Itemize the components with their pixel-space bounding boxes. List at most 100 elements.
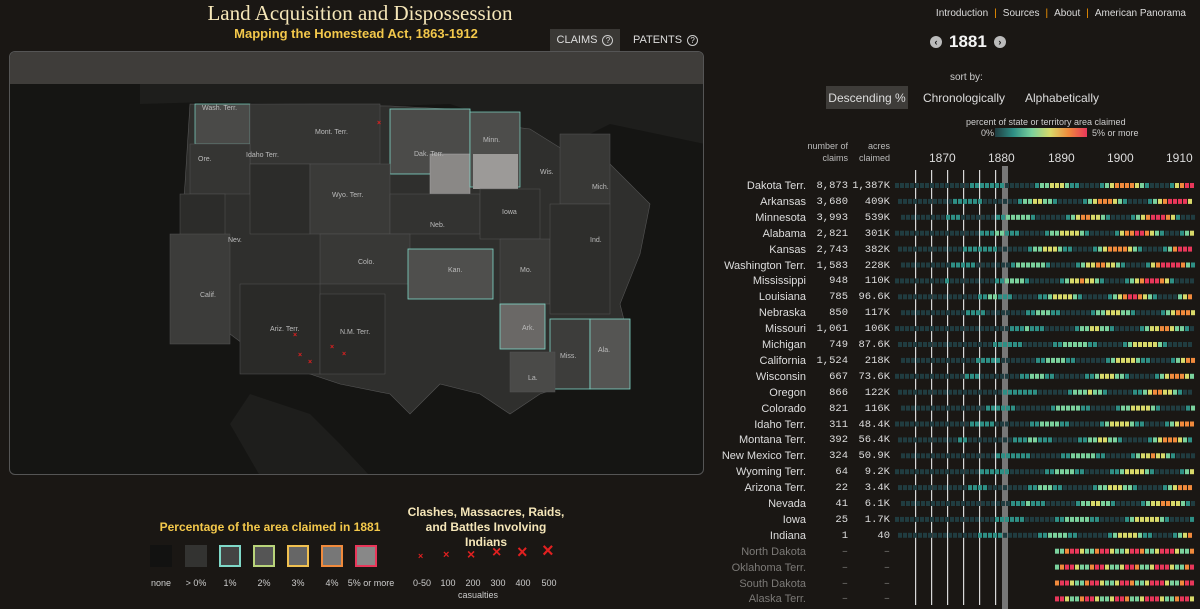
row-state-name[interactable]: Missouri bbox=[765, 323, 806, 336]
sort-alphabetical-button[interactable]: Alphabetically bbox=[1024, 90, 1100, 105]
heat-cell bbox=[1078, 198, 1082, 204]
heat-cell bbox=[1030, 230, 1034, 236]
legend-label: 2% bbox=[257, 578, 271, 588]
heat-cell bbox=[1010, 230, 1014, 236]
heat-cell bbox=[1168, 198, 1172, 204]
row-state-name[interactable]: Oklahoma Terr. bbox=[731, 561, 806, 574]
heat-cell bbox=[1175, 564, 1179, 570]
heat-cell bbox=[1000, 230, 1004, 236]
heat-cell bbox=[1191, 262, 1195, 268]
heat-cell bbox=[1143, 485, 1147, 491]
row-state-name[interactable]: Dakota Terr. bbox=[746, 180, 806, 192]
sort-chronological-button[interactable]: Chronologically bbox=[922, 90, 1006, 105]
heat-cell bbox=[975, 183, 979, 188]
row-state-name[interactable]: Mississippi bbox=[752, 275, 806, 288]
tab-claims[interactable]: CLAIMS ? bbox=[550, 29, 620, 51]
row-state-name[interactable]: Alaska Terr. bbox=[748, 593, 806, 606]
row-state-name[interactable]: Idaho Terr. bbox=[754, 418, 806, 431]
nav-sources[interactable]: Sources bbox=[1002, 8, 1040, 19]
heat-cell bbox=[1108, 485, 1112, 491]
heat-cell bbox=[1145, 183, 1149, 188]
heat-cell bbox=[951, 214, 955, 220]
nav-introduction[interactable]: Introduction bbox=[935, 8, 989, 19]
sort-descending-button[interactable]: Descending % bbox=[826, 86, 908, 109]
heat-cell bbox=[1145, 564, 1149, 570]
map-label: Ind. bbox=[590, 237, 602, 244]
heat-cell bbox=[963, 389, 967, 395]
tab-patents[interactable]: PATENTS ? bbox=[628, 29, 703, 51]
row-state-name[interactable]: South Dakota bbox=[739, 577, 806, 590]
heat-cell bbox=[1161, 405, 1165, 411]
row-state-name[interactable]: Oregon bbox=[769, 386, 806, 399]
chevron-left-icon[interactable]: ‹ bbox=[930, 36, 942, 48]
heat-cell bbox=[1060, 373, 1064, 379]
heat-cell bbox=[1081, 262, 1085, 268]
heat-cell bbox=[1148, 342, 1152, 347]
row-state-name[interactable]: Michigan bbox=[761, 339, 806, 351]
heat-cell bbox=[1150, 421, 1154, 427]
row-state-name[interactable]: Kansas bbox=[769, 243, 806, 256]
heat-cell bbox=[1188, 485, 1192, 491]
row-state-name[interactable]: Louisiana bbox=[758, 291, 806, 304]
heat-cell bbox=[1096, 453, 1100, 459]
map-label: Mont. Terr. bbox=[315, 129, 348, 136]
clash-label: 0-50 bbox=[412, 578, 431, 588]
chevron-right-icon[interactable]: › bbox=[993, 36, 1006, 48]
heat-cell bbox=[895, 469, 899, 475]
timeline-chart[interactable] bbox=[895, 166, 1195, 609]
heat-cell bbox=[1180, 516, 1184, 522]
row-claims: 1,524 bbox=[816, 354, 848, 367]
heat-cell bbox=[898, 342, 902, 347]
heat-cell bbox=[1058, 342, 1062, 347]
row-state-name[interactable]: Montana Terr. bbox=[738, 434, 806, 447]
heat-cell bbox=[965, 516, 969, 522]
row-state-name[interactable]: North Dakota bbox=[741, 545, 806, 558]
heat-cell bbox=[1168, 294, 1172, 300]
svg-text:×: × bbox=[308, 359, 312, 366]
row-state-name[interactable]: California bbox=[759, 354, 806, 367]
row-state-name[interactable]: Wyoming Terr. bbox=[736, 466, 806, 479]
row-state-name[interactable]: Arizona Terr. bbox=[744, 482, 806, 495]
heat-cell bbox=[950, 326, 954, 332]
row-state-name[interactable]: Washington Terr. bbox=[724, 259, 806, 272]
heat-cell bbox=[998, 389, 1002, 395]
heat-cell bbox=[1171, 453, 1175, 459]
heat-cell bbox=[1125, 230, 1129, 236]
heat-cell bbox=[1015, 183, 1019, 188]
heat-cell bbox=[1136, 405, 1140, 411]
heat-cell bbox=[1051, 405, 1055, 411]
nav-american-panorama[interactable]: American Panorama bbox=[1094, 8, 1186, 19]
row-state-name[interactable]: Alabama bbox=[762, 227, 806, 240]
heat-cell bbox=[1140, 326, 1144, 332]
heat-cell bbox=[1095, 373, 1099, 379]
row-state-name[interactable]: Nebraska bbox=[758, 307, 806, 320]
row-acres: 117K bbox=[864, 307, 890, 320]
heat-cell bbox=[1120, 230, 1124, 236]
heat-cell bbox=[1023, 198, 1027, 204]
heat-cell bbox=[1148, 294, 1152, 300]
heat-cell bbox=[1153, 485, 1157, 491]
year-guide-line bbox=[947, 170, 949, 605]
heat-cell bbox=[963, 532, 967, 538]
heat-cell bbox=[1170, 326, 1174, 332]
nav-about[interactable]: About bbox=[1054, 8, 1081, 19]
row-state-name[interactable]: Indiana bbox=[769, 529, 806, 542]
help-icon[interactable]: ? bbox=[602, 34, 614, 46]
row-state-name[interactable]: Arkansas bbox=[760, 195, 806, 208]
row-state-name[interactable]: Wisconsin bbox=[755, 370, 806, 383]
heat-cell bbox=[1065, 278, 1069, 284]
us-map[interactable]: × × × × × × Wash. Terr. Mont. Terr. Ore.… bbox=[10, 84, 704, 475]
heat-cell bbox=[920, 326, 924, 332]
map-panel[interactable]: × × × × × × Wash. Terr. Mont. Terr. Ore.… bbox=[9, 51, 704, 475]
heat-cell bbox=[955, 183, 959, 188]
heat-cell bbox=[1138, 437, 1142, 443]
heat-cell bbox=[1161, 357, 1165, 363]
row-state-name[interactable]: Nevada bbox=[768, 498, 806, 510]
row-state-name[interactable]: Iowa bbox=[782, 513, 806, 526]
heat-cell bbox=[1008, 246, 1012, 252]
row-state-name[interactable]: New Mexico Terr. bbox=[721, 450, 806, 463]
row-state-name[interactable]: Colorado bbox=[761, 402, 806, 415]
heat-cell bbox=[943, 485, 947, 491]
help-icon[interactable]: ? bbox=[687, 34, 699, 46]
row-state-name[interactable]: Minnesota bbox=[755, 211, 806, 224]
